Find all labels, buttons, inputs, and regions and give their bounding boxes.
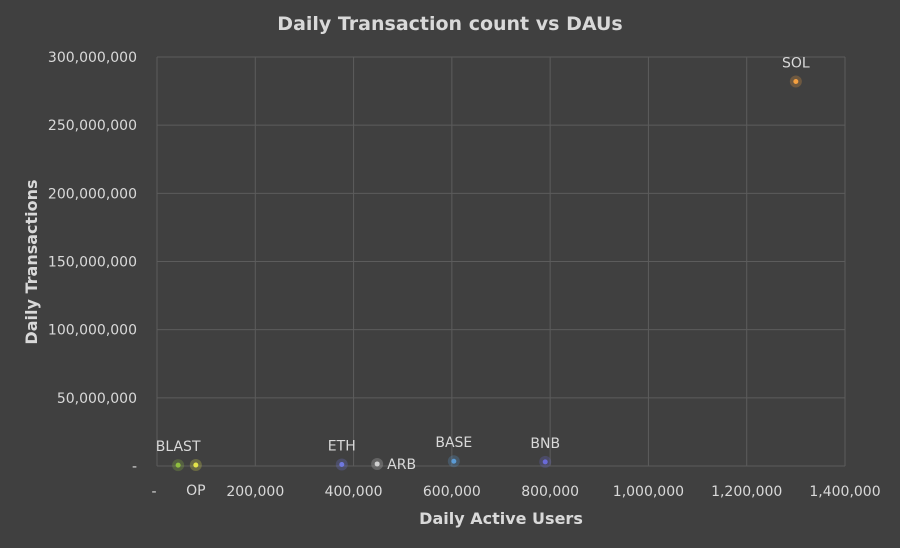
data-label: BASE (435, 435, 472, 451)
data-point-op (193, 462, 199, 468)
x-tick-label: 600,000 (423, 484, 481, 500)
x-tick-label: 1,200,000 (711, 484, 782, 500)
x-tick-label: 200,000 (226, 484, 284, 500)
x-tick-label: 400,000 (325, 484, 383, 500)
y-tick-label: 250,000,000 (48, 118, 137, 134)
x-tick-label: 1,000,000 (613, 484, 684, 500)
y-tick-label: 150,000,000 (48, 255, 137, 271)
y-tick-label: 300,000,000 (48, 50, 137, 66)
data-point-bnb (542, 459, 548, 465)
x-axis-label: Daily Active Users (419, 509, 583, 528)
data-label: BLAST (156, 439, 201, 455)
data-label: BNB (530, 436, 560, 452)
x-tick-label: 1,400,000 (809, 484, 880, 500)
y-tick-label: 200,000,000 (48, 186, 137, 202)
data-label: OP (186, 483, 205, 499)
chart-title: Daily Transaction count vs DAUs (277, 13, 622, 35)
data-label: ARB (387, 457, 416, 473)
data-point-blast (175, 462, 181, 468)
y-tick-label: 50,000,000 (57, 391, 137, 407)
data-point-eth (339, 462, 345, 468)
data-point-arb (374, 461, 380, 467)
y-tick-label: 100,000,000 (48, 323, 137, 339)
y-axis-label: Daily Transactions (22, 179, 41, 344)
data-point-sol (793, 79, 799, 85)
data-label: SOL (782, 56, 810, 72)
x-tick-label: - (151, 484, 156, 500)
x-tick-label: 800,000 (521, 484, 579, 500)
data-point-base (451, 458, 457, 464)
data-label: ETH (328, 439, 356, 455)
y-tick-label: - (132, 459, 137, 475)
